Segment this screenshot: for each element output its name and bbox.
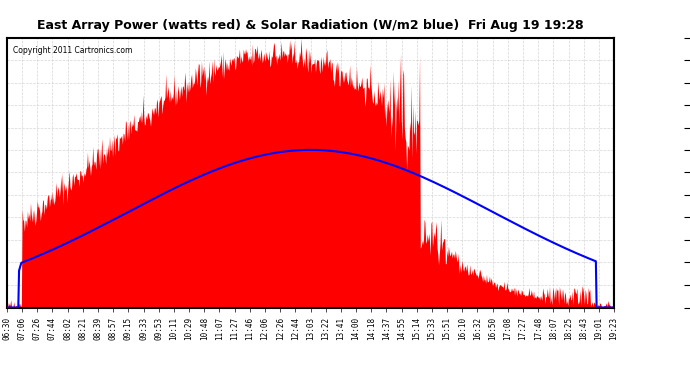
Text: East Array Power (watts red) & Solar Radiation (W/m2 blue)  Fri Aug 19 19:28: East Array Power (watts red) & Solar Rad… bbox=[37, 19, 584, 32]
Text: Copyright 2011 Cartronics.com: Copyright 2011 Cartronics.com bbox=[13, 46, 132, 55]
